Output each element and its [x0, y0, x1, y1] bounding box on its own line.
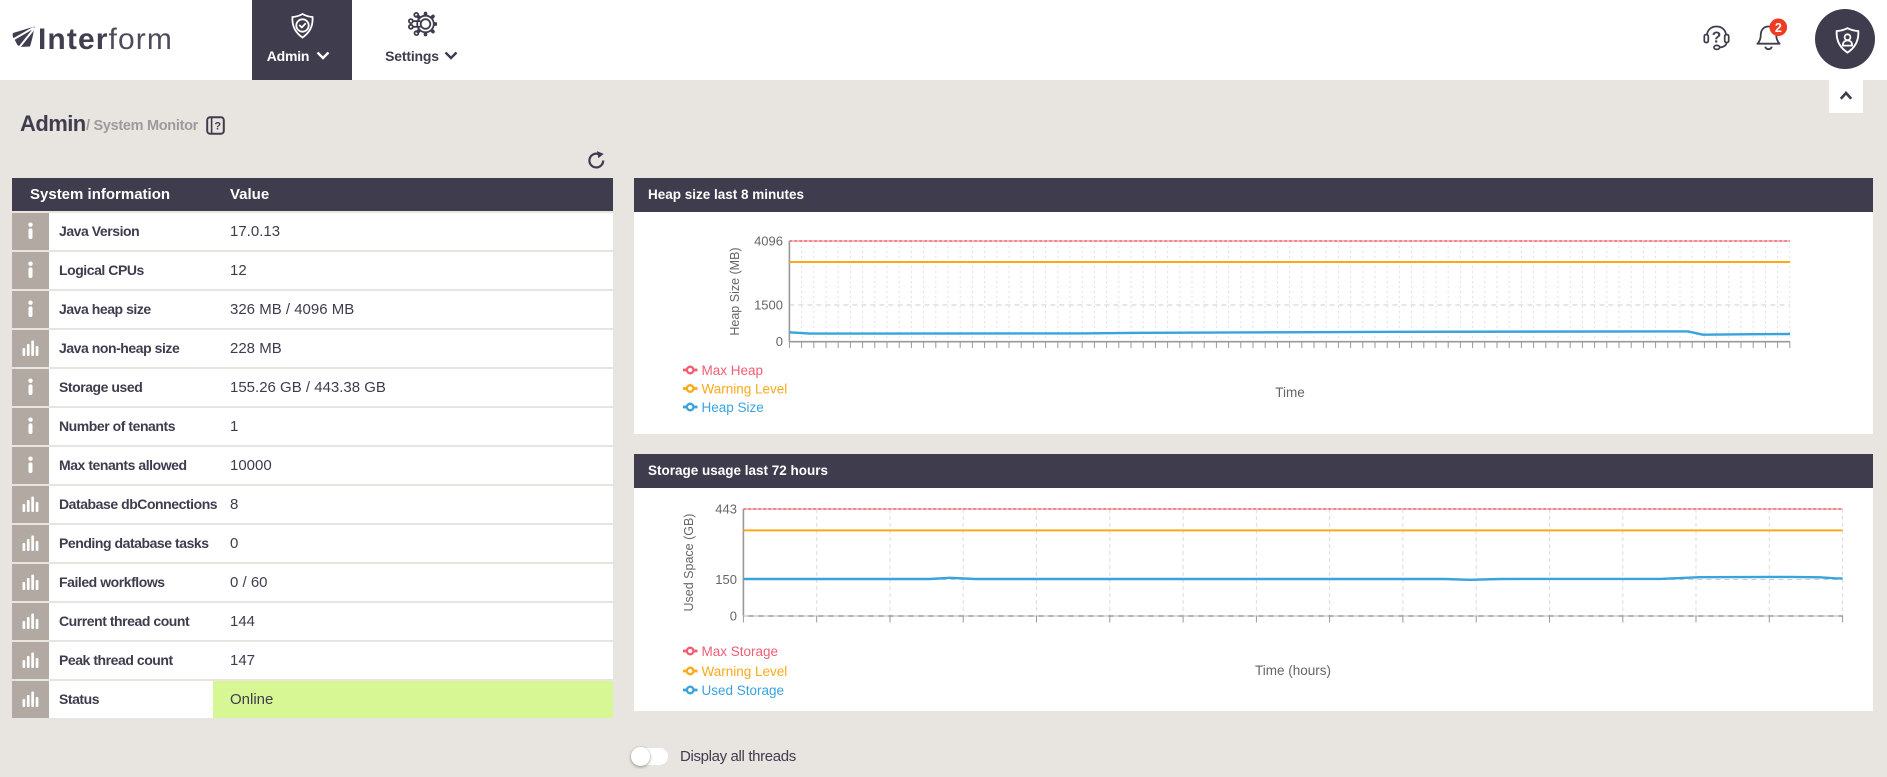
svg-text:150: 150	[715, 572, 737, 587]
svg-text:2: 2	[1775, 21, 1782, 35]
svg-text:Heap Size (MB): Heap Size (MB)	[728, 247, 742, 335]
svg-text:0: 0	[776, 334, 783, 349]
svg-text:4096: 4096	[754, 234, 783, 249]
svg-text:Max Heap: Max Heap	[702, 363, 764, 378]
svg-text:1500: 1500	[754, 298, 783, 313]
svg-text:Used Storage: Used Storage	[702, 683, 785, 698]
svg-text:Max Storage: Max Storage	[702, 644, 779, 659]
svg-text:0: 0	[730, 609, 737, 624]
svg-text:443: 443	[715, 502, 737, 517]
svg-text:Used Space (GB): Used Space (GB)	[682, 514, 696, 612]
svg-text:Heap Size: Heap Size	[702, 400, 764, 415]
svg-text:Warning Level: Warning Level	[702, 664, 788, 679]
svg-text:Time (hours): Time (hours)	[1255, 663, 1331, 678]
svg-text:Warning Level: Warning Level	[702, 381, 788, 396]
svg-text:?: ?	[1712, 29, 1721, 46]
svg-text:Time: Time	[1275, 385, 1305, 400]
svg-text:?: ?	[214, 121, 221, 133]
